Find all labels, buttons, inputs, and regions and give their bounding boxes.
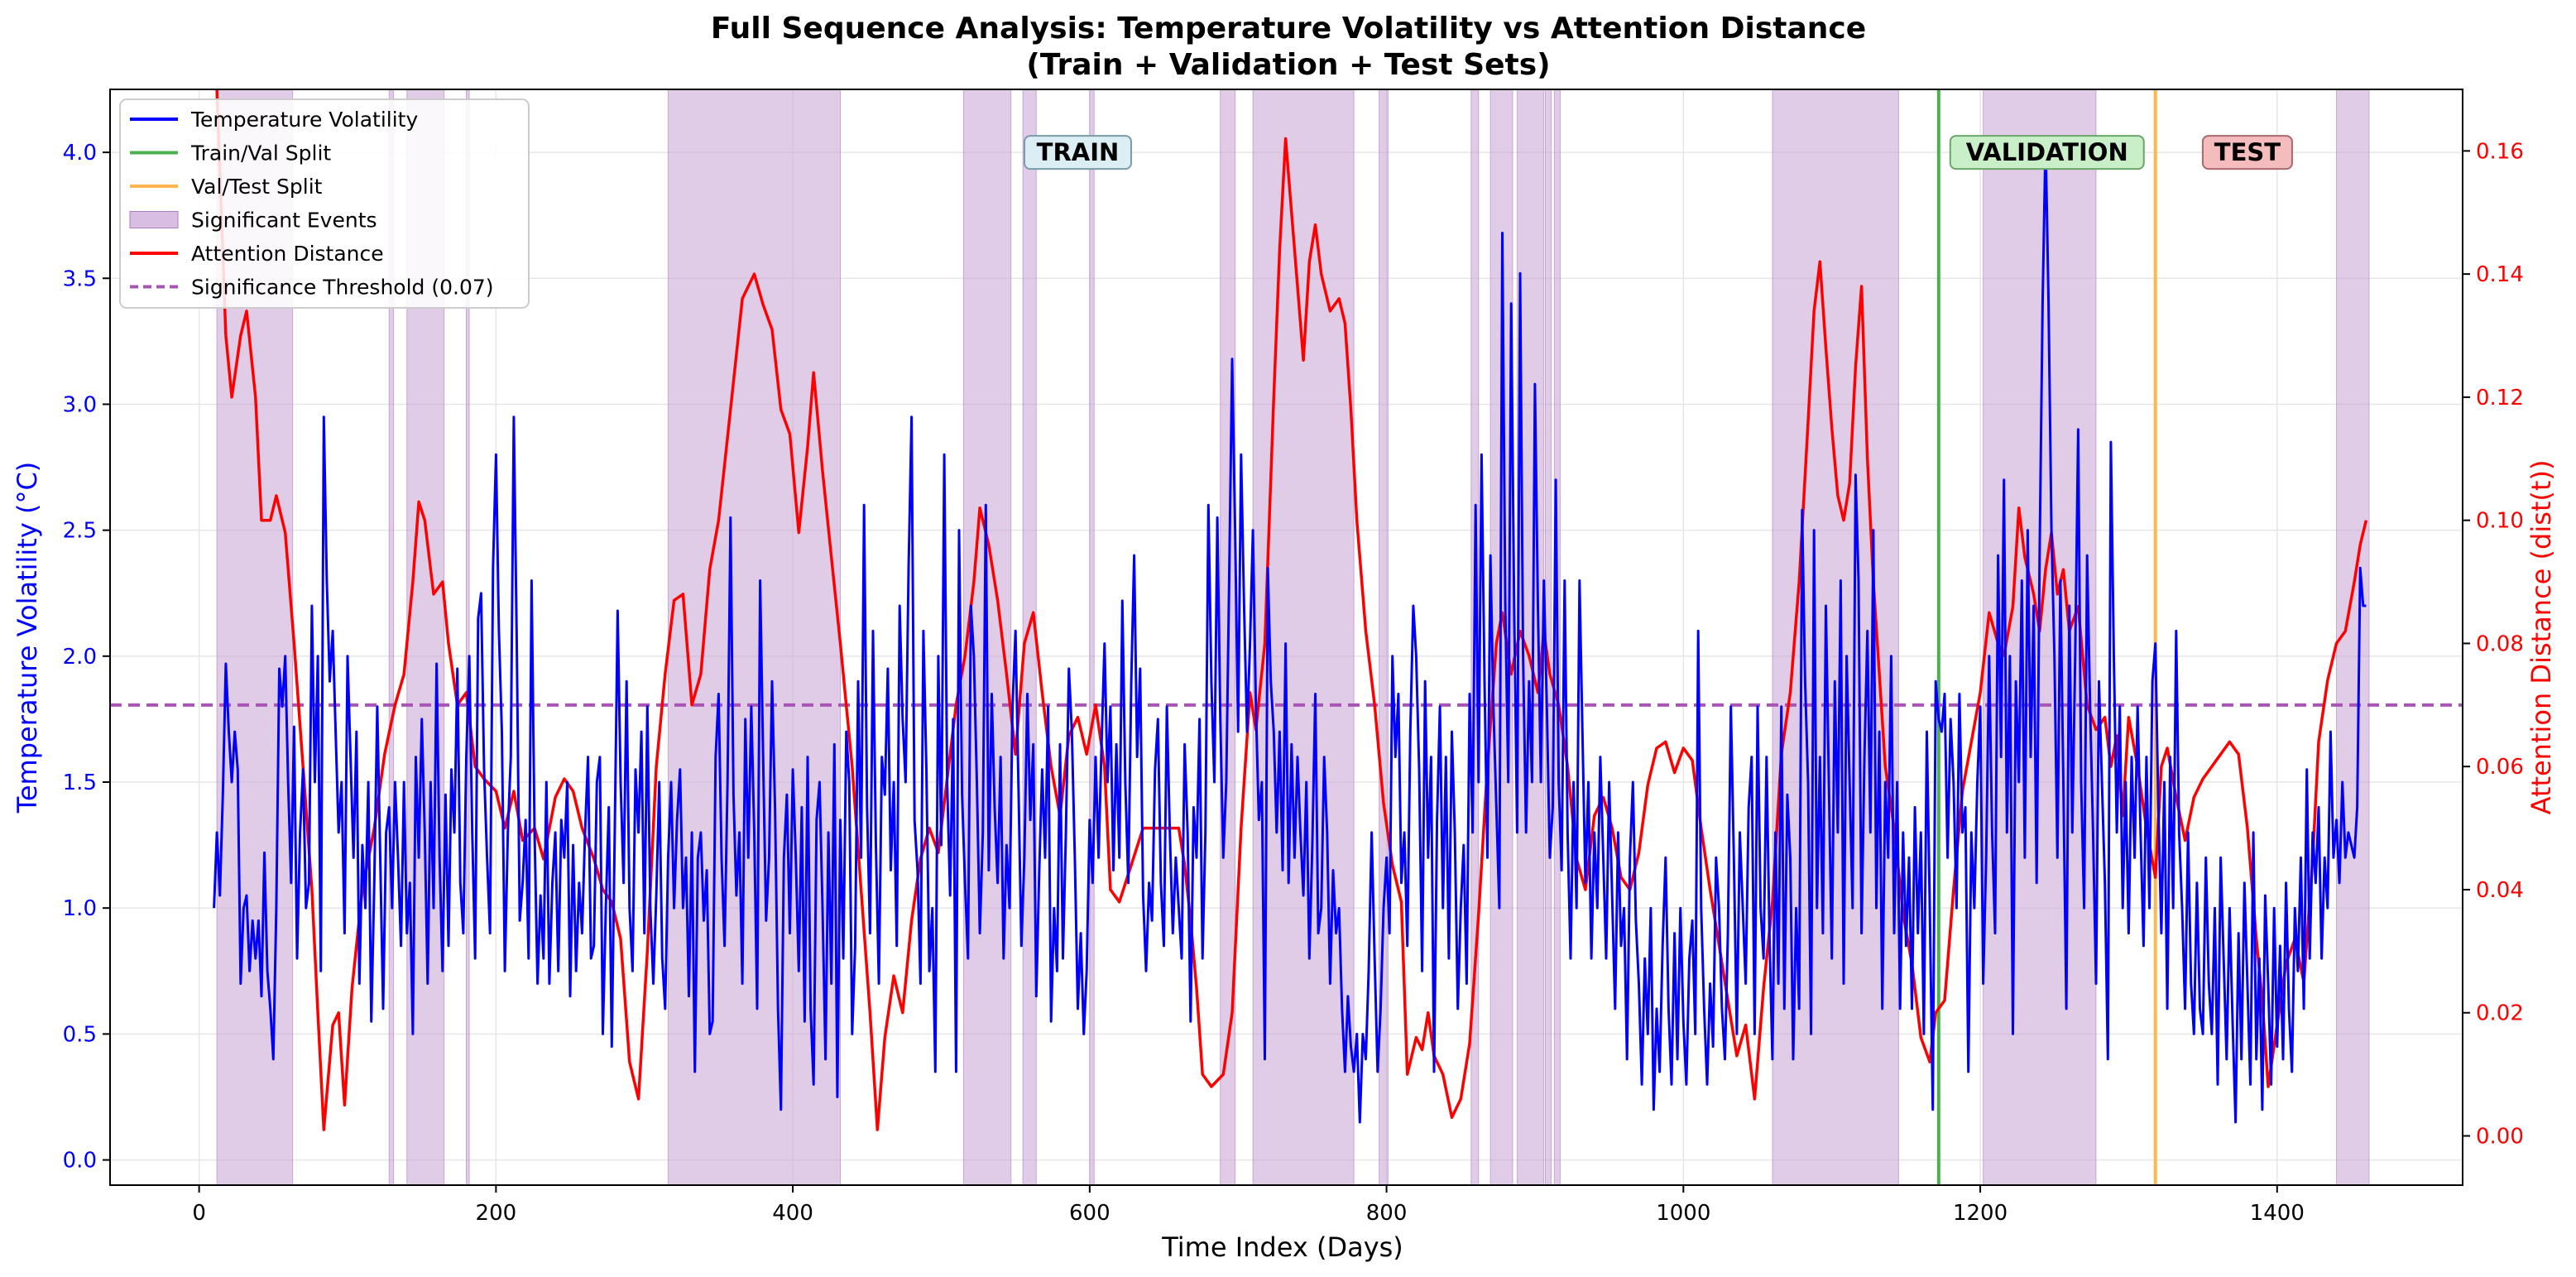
legend-label: Attention Distance bbox=[191, 242, 384, 266]
y-axis-right: 0.00 0.02 0.04 0.06 0.08 0.10 0.12 0.14 0.16 bbox=[2463, 139, 2524, 1149]
x-axis-label: Time Index (Days) bbox=[1161, 1231, 1403, 1263]
y-right-tick-label: 0.04 bbox=[2476, 878, 2524, 903]
legend: Temperature Volatility Train/Val Split Val… bbox=[119, 98, 530, 309]
y-left-tick-label: 3.5 bbox=[63, 266, 97, 291]
legend-swatch bbox=[129, 211, 179, 228]
region-badge bbox=[1023, 135, 1132, 170]
y-axis-right-label: Attention Distance (dist(t)) bbox=[2526, 460, 2557, 815]
y-right-tick-label: 0.00 bbox=[2476, 1124, 2524, 1149]
chart-subtitle: (Train + Validation + Test Sets) bbox=[1026, 48, 1550, 82]
split-lines bbox=[1936, 89, 2157, 1185]
y-left-tick-label: 1.5 bbox=[63, 771, 97, 795]
legend-label: Train/Val Split bbox=[190, 142, 331, 166]
series-layer bbox=[213, 89, 2368, 1131]
event-band bbox=[1089, 89, 1095, 1186]
x-tick-label: 1000 bbox=[1656, 1201, 1710, 1226]
y-axis-left: 0.0 0.5 1.0 1.5 2.0 2.5 3.0 3.5 4.0 bbox=[63, 141, 110, 1174]
legend-label: Significance Threshold (0.07) bbox=[191, 276, 494, 300]
y-axis-left-label: Temperature Volatility (°C) bbox=[12, 462, 43, 814]
y-left-tick-label: 1.0 bbox=[63, 896, 97, 921]
y-right-tick-label: 0.16 bbox=[2476, 139, 2524, 164]
y-right-tick-label: 0.14 bbox=[2476, 262, 2524, 287]
x-tick-label: 0 bbox=[192, 1201, 206, 1226]
legend-label: Val/Test Split bbox=[191, 175, 323, 199]
x-tick-label: 1400 bbox=[2250, 1201, 2305, 1226]
x-tick-label: 1200 bbox=[1953, 1201, 2008, 1226]
y-right-tick-label: 0.12 bbox=[2476, 386, 2524, 410]
legend-box bbox=[119, 98, 530, 309]
x-axis: 0 200 400 600 800 1000 1200 1400 bbox=[192, 1185, 2305, 1226]
legend-label: Significant Events bbox=[191, 209, 377, 233]
significant-events bbox=[216, 89, 2370, 1186]
y-right-tick-label: 0.10 bbox=[2476, 509, 2524, 534]
y-right-tick-label: 0.08 bbox=[2476, 631, 2524, 656]
plot-frame bbox=[109, 89, 2463, 1186]
region-label: TEST bbox=[2214, 138, 2281, 166]
y-right-tick-label: 0.02 bbox=[2476, 1001, 2524, 1026]
y-left-tick-label: 3.0 bbox=[63, 392, 97, 417]
legend-label: Temperature Volatility bbox=[190, 108, 418, 132]
event-band bbox=[1772, 89, 1899, 1186]
region-badges: TRAIN VALIDATION TEST bbox=[1023, 135, 2293, 170]
y-right-tick-label: 0.06 bbox=[2476, 755, 2524, 780]
x-tick-label: 400 bbox=[772, 1201, 813, 1226]
y-left-tick-label: 0.5 bbox=[63, 1022, 97, 1047]
region-badge bbox=[1949, 135, 2145, 170]
region-label: TRAIN bbox=[1037, 138, 1120, 166]
temperature-volatility-line bbox=[213, 138, 2367, 1124]
y-left-tick-label: 2.5 bbox=[63, 519, 97, 544]
event-band bbox=[1252, 89, 1355, 1186]
x-tick-label: 200 bbox=[476, 1201, 517, 1226]
region-badge bbox=[2201, 135, 2293, 170]
y-left-tick-label: 4.0 bbox=[63, 141, 97, 166]
x-tick-label: 800 bbox=[1366, 1201, 1408, 1226]
x-tick-label: 600 bbox=[1069, 1201, 1111, 1226]
chart-title: Full Sequence Analysis: Temperature Vola… bbox=[711, 12, 1866, 46]
y-left-tick-label: 0.0 bbox=[63, 1149, 97, 1174]
y-left-tick-label: 2.0 bbox=[63, 645, 97, 670]
region-label: VALIDATION bbox=[1966, 138, 2128, 166]
